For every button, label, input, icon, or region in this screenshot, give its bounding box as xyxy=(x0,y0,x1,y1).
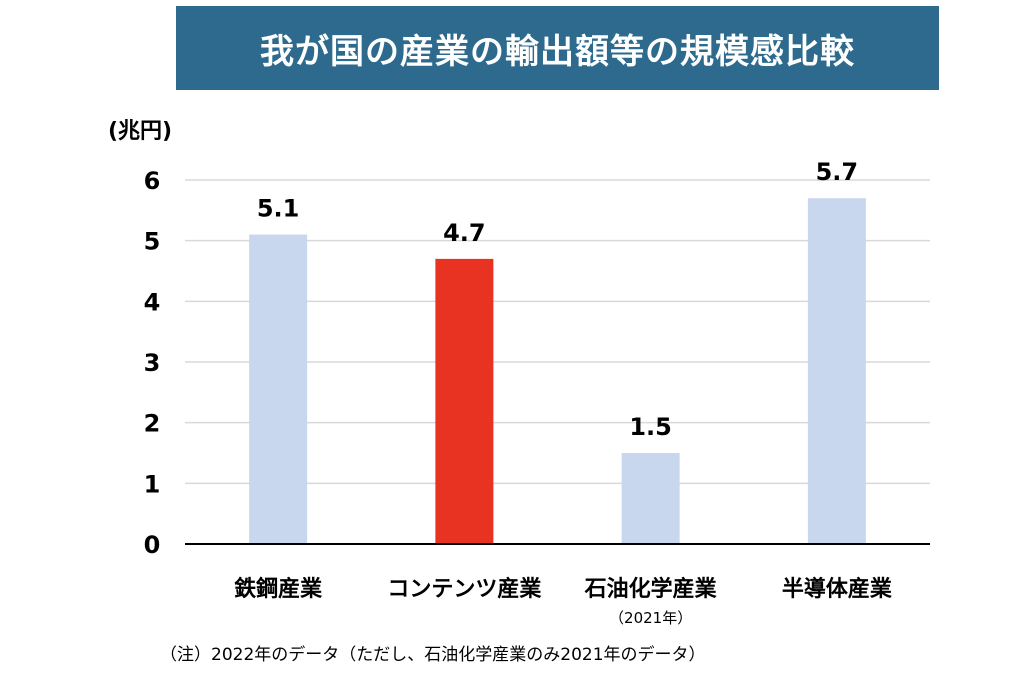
chart-title: 我が国の産業の輸出額等の規模感比較 xyxy=(260,31,855,72)
y-tick-label: 6 xyxy=(144,167,161,195)
data-label: 5.7 xyxy=(816,158,859,186)
y-unit-label: (兆円) xyxy=(108,119,172,144)
footnote: （注）2022年のデータ（ただし、石油化学産業のみ2021年のデータ） xyxy=(160,645,706,665)
title-banner: 我が国の産業の輸出額等の規模感比較 xyxy=(176,6,939,90)
bars xyxy=(249,198,866,544)
y-tick-label: 1 xyxy=(144,470,161,498)
category-label: コンテンツ産業 xyxy=(387,576,542,602)
category-labels: 鉄鋼産業 コンテンツ産業 石油化学産業 （2021年） 半導体産業 xyxy=(234,576,893,627)
y-tick-label: 3 xyxy=(144,349,161,377)
data-labels: 5.1 4.7 1.5 5.7 xyxy=(257,158,858,441)
bar xyxy=(621,453,680,544)
y-tick-label: 4 xyxy=(144,288,161,316)
data-label: 4.7 xyxy=(443,219,486,247)
category-sublabel: （2021年） xyxy=(609,609,692,627)
bar xyxy=(807,198,866,544)
y-tick-label: 2 xyxy=(144,410,161,438)
category-label: 石油化学産業 xyxy=(584,576,718,602)
bar xyxy=(435,258,494,544)
y-tick-label: 0 xyxy=(144,531,161,559)
gridlines xyxy=(185,179,930,485)
y-tick-label: 5 xyxy=(144,228,161,256)
y-axis-ticks: 0 1 2 3 4 5 6 xyxy=(144,167,161,559)
bar xyxy=(249,234,308,544)
data-label: 1.5 xyxy=(629,413,672,441)
data-label: 5.1 xyxy=(257,195,300,223)
category-label: 鉄鋼産業 xyxy=(234,576,323,602)
category-label: 半導体産業 xyxy=(782,576,893,602)
